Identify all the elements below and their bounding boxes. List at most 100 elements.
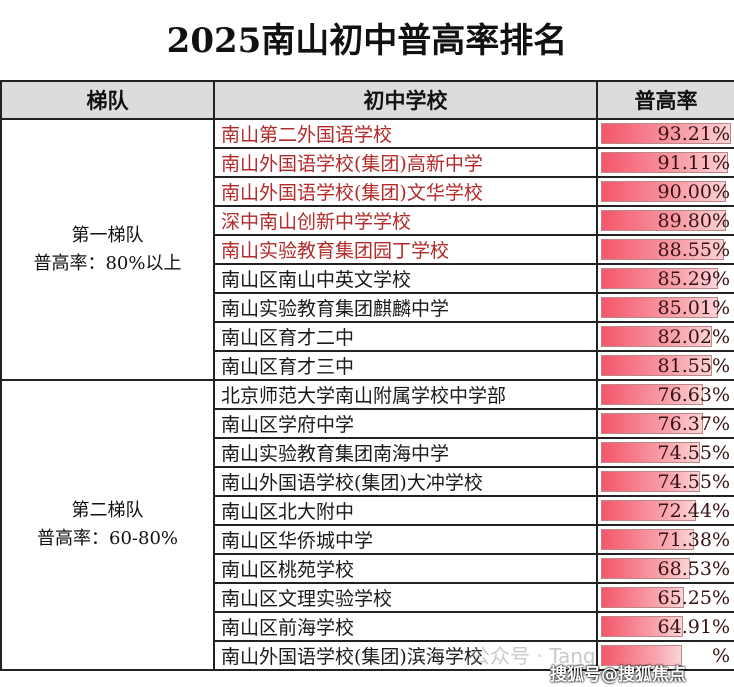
rate-cell: 72.44%: [596, 495, 734, 526]
rate-value: 72.44%: [657, 499, 730, 522]
table-row: 南山实验教育集团南海中学 74.55%: [1, 437, 734, 468]
rate-value: 89.80%: [657, 209, 730, 232]
rate-bar: [601, 558, 690, 579]
rate-value: 64.91%: [657, 615, 730, 638]
table-row: 南山区文理实验学校 65.25%: [1, 582, 734, 613]
rate-bar: [601, 616, 684, 637]
table-row: 南山外国语学校(集团)大冲学校 74.55%: [1, 466, 734, 497]
rate-value: 76.63%: [657, 383, 730, 406]
table-row: 南山外国语学校(集团)文华学校 90.00%: [1, 176, 734, 207]
rate-cell: 68.53%: [596, 553, 734, 584]
school-name: 南山外国语学校(集团)文华学校: [213, 176, 598, 207]
rate-cell: 88.55%: [596, 234, 734, 265]
table-row: 南山外国语学校(集团)滨海学校%: [1, 640, 734, 671]
table-row: 南山外国语学校(集团)高新中学 91.11%: [1, 147, 734, 178]
table-row: 南山区前海学校 64.91%: [1, 611, 734, 642]
rate-cell: 93.21%: [596, 118, 734, 149]
rate-cell: 76.37%: [596, 408, 734, 439]
rate-cell: 91.11%: [596, 147, 734, 178]
rate-bar: [601, 297, 718, 318]
table-row: 南山区育才二中 82.02%: [1, 321, 734, 352]
rate-value: 93.21%: [657, 122, 730, 145]
school-name: 南山区育才二中: [213, 321, 598, 352]
rate-bar: [601, 152, 728, 173]
rate-cell: 89.80%: [596, 205, 734, 236]
rate-value: 81.55%: [657, 354, 730, 377]
rate-bar: [601, 471, 700, 492]
rate-bar: [601, 384, 704, 405]
school-name: 南山区华侨城中学: [213, 524, 598, 555]
rate-bar: [601, 239, 724, 260]
header-school: 初中学校: [213, 80, 598, 120]
rate-bar: [601, 355, 712, 376]
rate-value: 85.29%: [657, 267, 730, 290]
table-row: 第二梯队 普高率：60-80% 北京师范大学南山附属学校中学部 76.63%: [0, 379, 734, 671]
rate-bar: [601, 123, 732, 144]
rate-value: 74.55%: [657, 441, 730, 464]
school-name: 南山外国语学校(集团)高新中学: [213, 147, 598, 178]
tier-cell: 第一梯队普高率：80%以上: [0, 118, 215, 381]
rate-value: 91.11%: [657, 151, 730, 174]
table-row: 第一梯队 普高率：80%以上 南山第二外国语学校 93.21%: [0, 118, 734, 381]
rate-cell: 74.55%: [596, 437, 734, 468]
school-name: 南山外国语学校(集团)大冲学校: [213, 466, 598, 497]
school-name: 南山第二外国语学校: [213, 118, 598, 149]
rate-bar: [601, 413, 703, 434]
rate-bar: [601, 645, 682, 666]
table-row: 南山区南山中英文学校 85.29%: [1, 263, 734, 294]
table-row: 深中南山创新中学学校 89.80%: [1, 205, 734, 236]
tier-note: 普高率：80%以上: [33, 252, 182, 274]
rate-cell: 90.00%: [596, 176, 734, 207]
school-name: 南山区桃苑学校: [213, 553, 598, 584]
rate-value: 88.55%: [657, 238, 730, 261]
school-name: 南山区南山中英文学校: [213, 263, 598, 294]
rate-bar: [601, 326, 713, 347]
table-row: 南山实验教育集团园丁学校 88.55%: [1, 234, 734, 265]
school-name: 南山区前海学校: [213, 611, 598, 642]
rate-cell: 82.02%: [596, 321, 734, 352]
rate-value: 82.02%: [657, 325, 730, 348]
table-row: 南山实验教育集团麒麟中学 85.01%: [1, 292, 734, 323]
rate-bar: [601, 210, 726, 231]
header-rate: 普高率: [596, 80, 734, 120]
rate-value: 76.37%: [657, 412, 730, 435]
header-tier: 梯队: [0, 80, 215, 120]
ranking-table: 梯队 初中学校 普高率 第一梯队 普高率：80%以上 南山第二外国语学校 93.21%…: [0, 80, 734, 671]
rate-cell: 65.25%: [596, 582, 734, 613]
rate-cell: 74.55%: [596, 466, 734, 497]
school-name: 南山区学府中学: [213, 408, 598, 439]
school-name: 南山外国语学校(集团)滨海学校: [213, 640, 598, 671]
rate-bar: [601, 500, 697, 521]
rate-bar: [601, 181, 726, 202]
rate-cell: %: [596, 640, 734, 671]
rate-value: 71.38%: [657, 528, 730, 551]
tier-cell: 第二梯队普高率：60-80%: [0, 379, 215, 671]
rate-value: 85.01%: [657, 296, 730, 319]
rate-cell: 76.63%: [596, 379, 734, 410]
page-title: 2025南山初中普高率排名: [166, 21, 568, 61]
tier-note: 普高率：60-80%: [37, 528, 178, 549]
rate-value: 65.25%: [657, 586, 730, 609]
rate-bar: [601, 587, 684, 608]
table-row: 南山区北大附中 72.44%: [1, 495, 734, 526]
rate-cell: 85.29%: [596, 263, 734, 294]
school-name: 南山区文理实验学校: [213, 582, 598, 613]
rate-bar: [601, 268, 718, 289]
rate-value: 90.00%: [657, 180, 730, 203]
school-name: 南山区北大附中: [213, 495, 598, 526]
table-row: 南山区育才三中 81.55%: [1, 350, 734, 381]
rate-bar: [601, 442, 700, 463]
school-name: 北京师范大学南山附属学校中学部: [213, 379, 598, 410]
school-name: 南山实验教育集团南海中学: [213, 437, 598, 468]
rate-cell: 64.91%: [596, 611, 734, 642]
table-header: 梯队 初中学校 普高率: [0, 80, 734, 120]
tier-name: 第二梯队: [71, 500, 144, 521]
rate-value: %: [711, 644, 730, 667]
tier-name: 第一梯队: [71, 224, 144, 246]
table-row: 南山区学府中学 76.37%: [1, 408, 734, 439]
table-row: 南山区华侨城中学 71.38%: [1, 524, 734, 555]
rate-cell: 71.38%: [596, 524, 734, 555]
rate-value: 74.55%: [657, 470, 730, 493]
table-row: 南山区桃苑学校 68.53%: [1, 553, 734, 584]
